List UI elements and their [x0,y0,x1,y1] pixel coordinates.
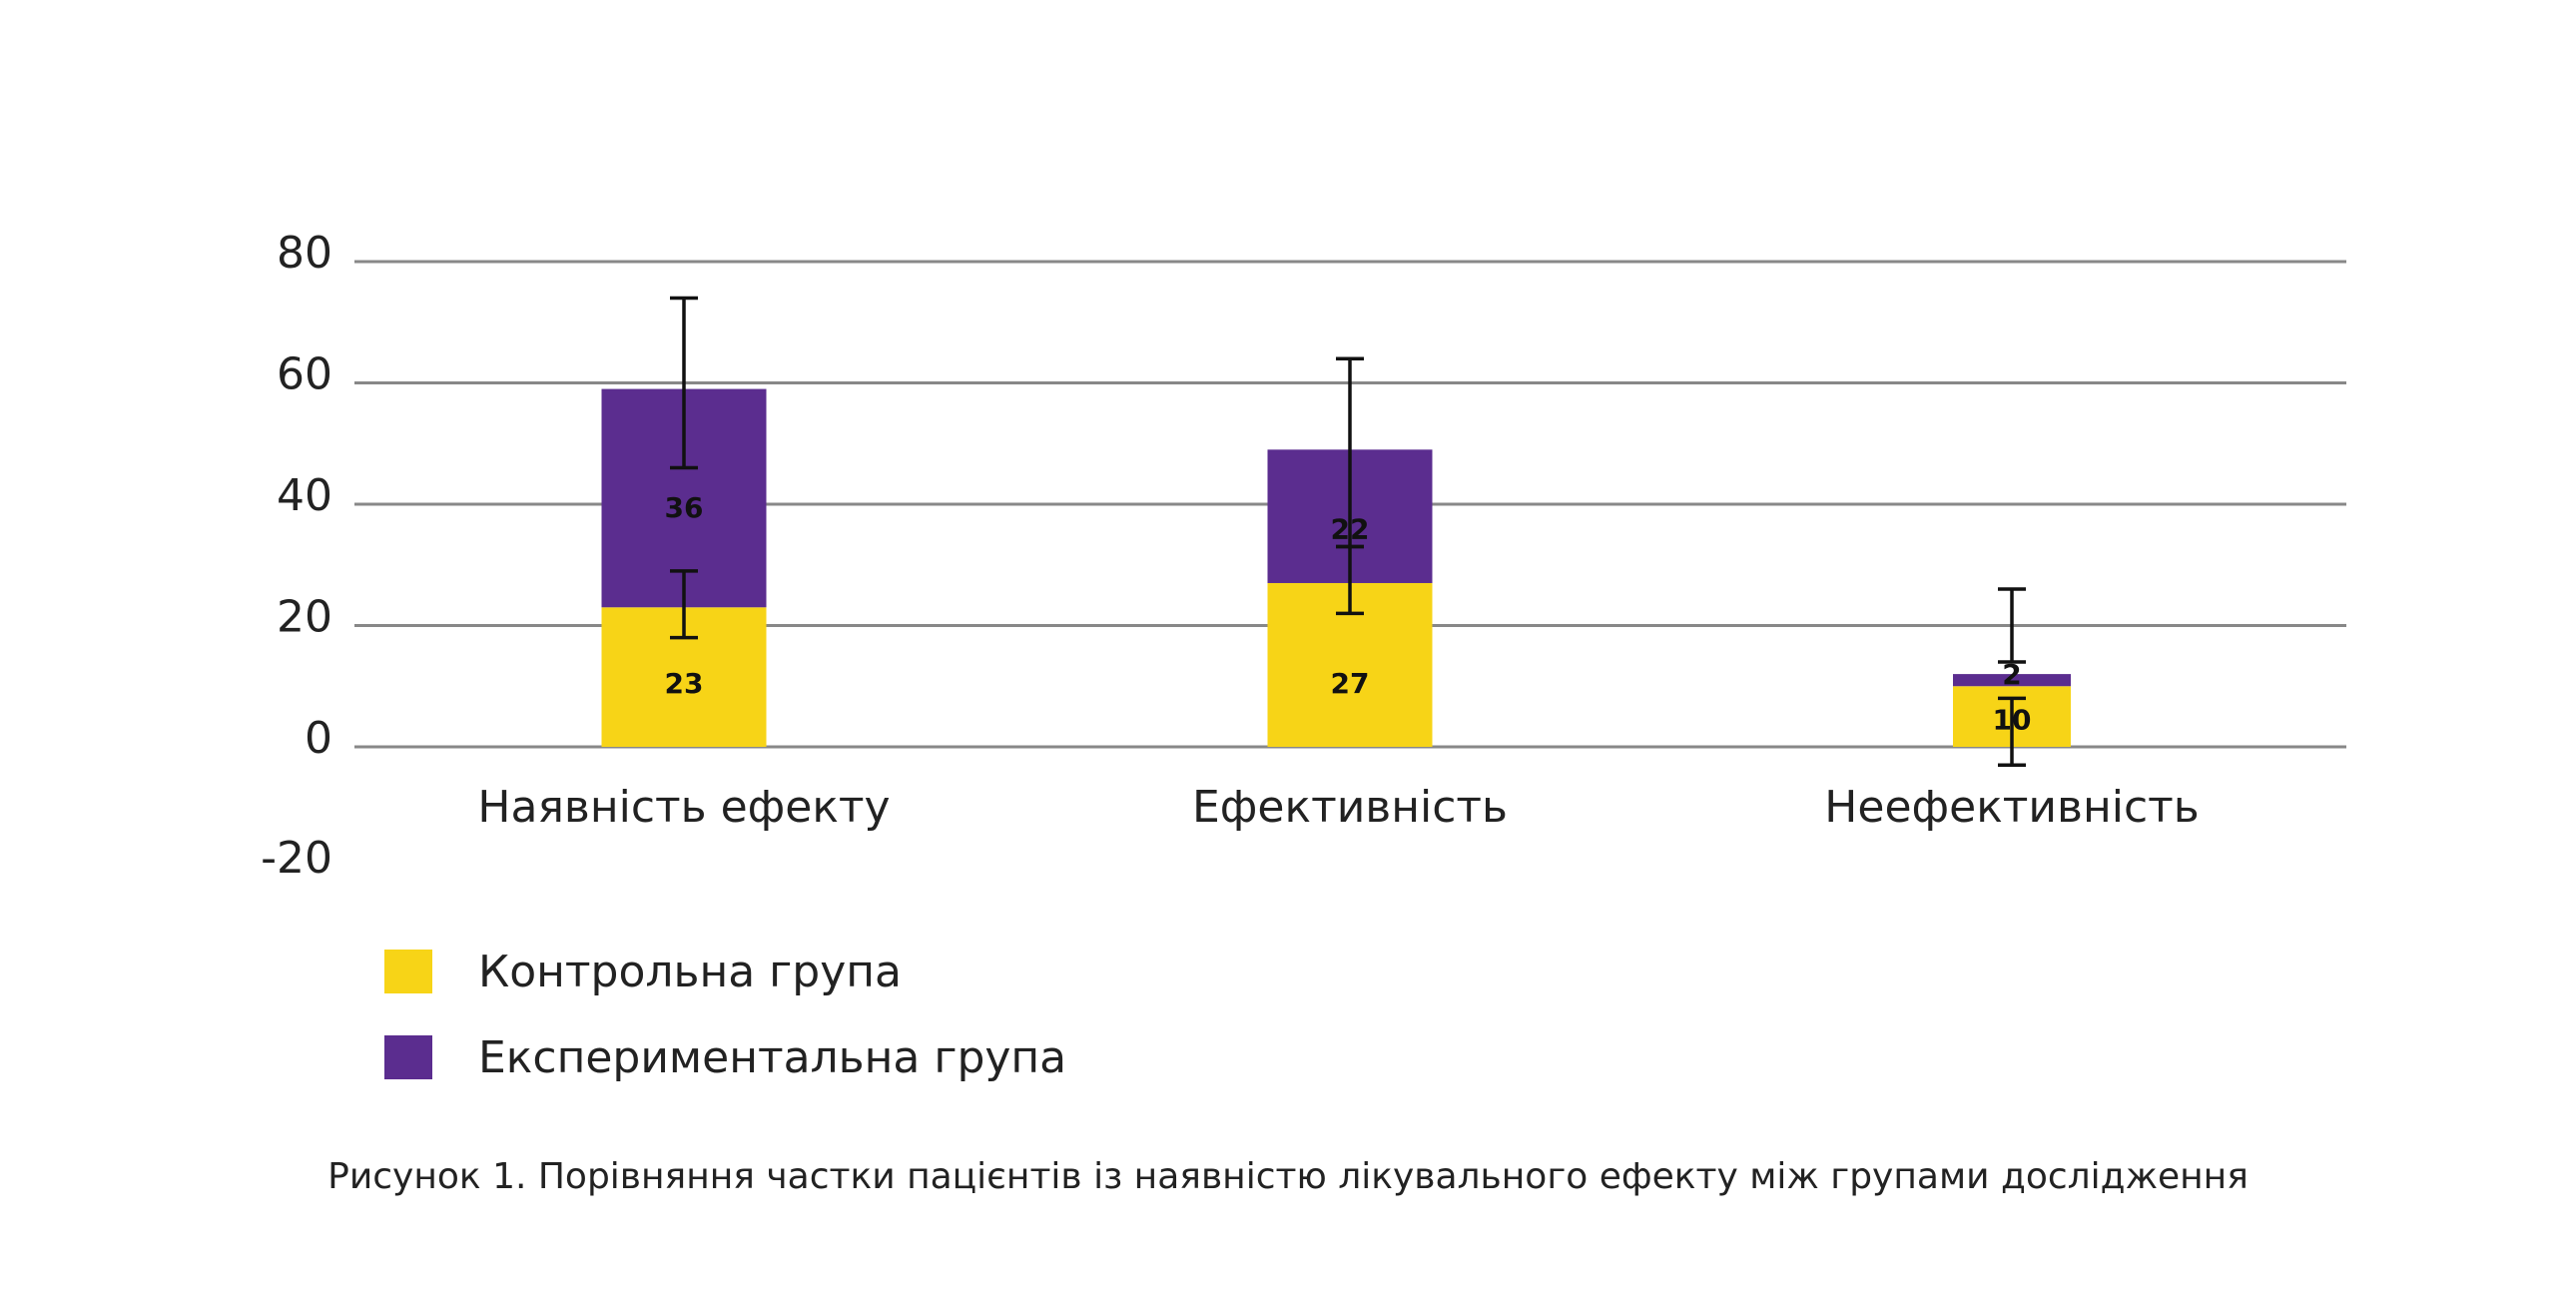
y-tick-label-5: -20 [261,833,332,884]
legend-swatch-experimental [384,1035,432,1079]
error-bar-experimental-2 [1998,587,2026,664]
category-label-1: Ефективність [1192,782,1508,833]
data-label-control-1: 27 [1331,667,1370,700]
figure-caption: Рисунок 1. Порівняння частки пацієнтів і… [327,1156,2249,1197]
category-label-0: Наявність ефекту [477,782,890,833]
category-label-2: Неефективність [1824,782,2199,833]
bar-experimental-2 [1953,674,2071,687]
y-tick-label-2: 40 [277,470,332,521]
legend-label-control: Контрольна група [478,946,902,997]
legend-swatch-control [384,950,432,993]
error-bar-experimental-1 [1336,356,1364,549]
data-label-control-0: 23 [665,667,704,700]
y-tick-label-3: 20 [277,592,332,643]
error-bar-control-2 [1998,696,2026,767]
legend-label-experimental: Експериментальна група [478,1031,1067,1083]
y-tick-label-0: 80 [277,228,332,279]
chart-legend: Контрольна група Експериментальна група [384,929,1066,1100]
data-label-experimental-0: 36 [665,491,704,524]
data-label-experimental-1: 22 [1331,512,1370,545]
data-label-control-2: 10 [1993,704,2032,737]
error-bar-experimental-0 [670,296,698,470]
legend-item-control: Контрольна група [384,929,1066,1014]
y-tick-label-1: 60 [277,349,332,400]
data-label-experimental-2: 2 [2002,658,2021,691]
legend-item-experimental: Експериментальна група [384,1014,1066,1100]
y-tick-label-4: 0 [305,713,332,764]
error-bar-control-0 [670,569,698,640]
